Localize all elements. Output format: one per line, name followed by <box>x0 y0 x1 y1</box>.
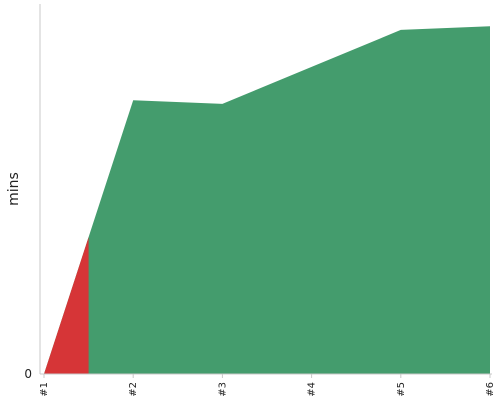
plot-areas <box>44 26 490 374</box>
y-axis-title: mins <box>6 172 22 206</box>
x-tick-label: #3 <box>217 382 228 397</box>
area-series-main <box>44 26 490 374</box>
x-axis-ticks: #1 #2 #3 #4 #5 #6 <box>39 374 496 397</box>
x-tick-label: #2 <box>128 382 139 397</box>
x-tick-label: #4 <box>307 382 318 397</box>
y-tick-label: 0 <box>24 367 32 381</box>
area-series-highlight <box>44 237 89 374</box>
y-axis-ticks: 0 <box>24 367 32 381</box>
x-tick-label: #6 <box>485 382 496 397</box>
x-tick-label: #5 <box>396 382 407 397</box>
x-tick-label: #1 <box>39 382 50 397</box>
